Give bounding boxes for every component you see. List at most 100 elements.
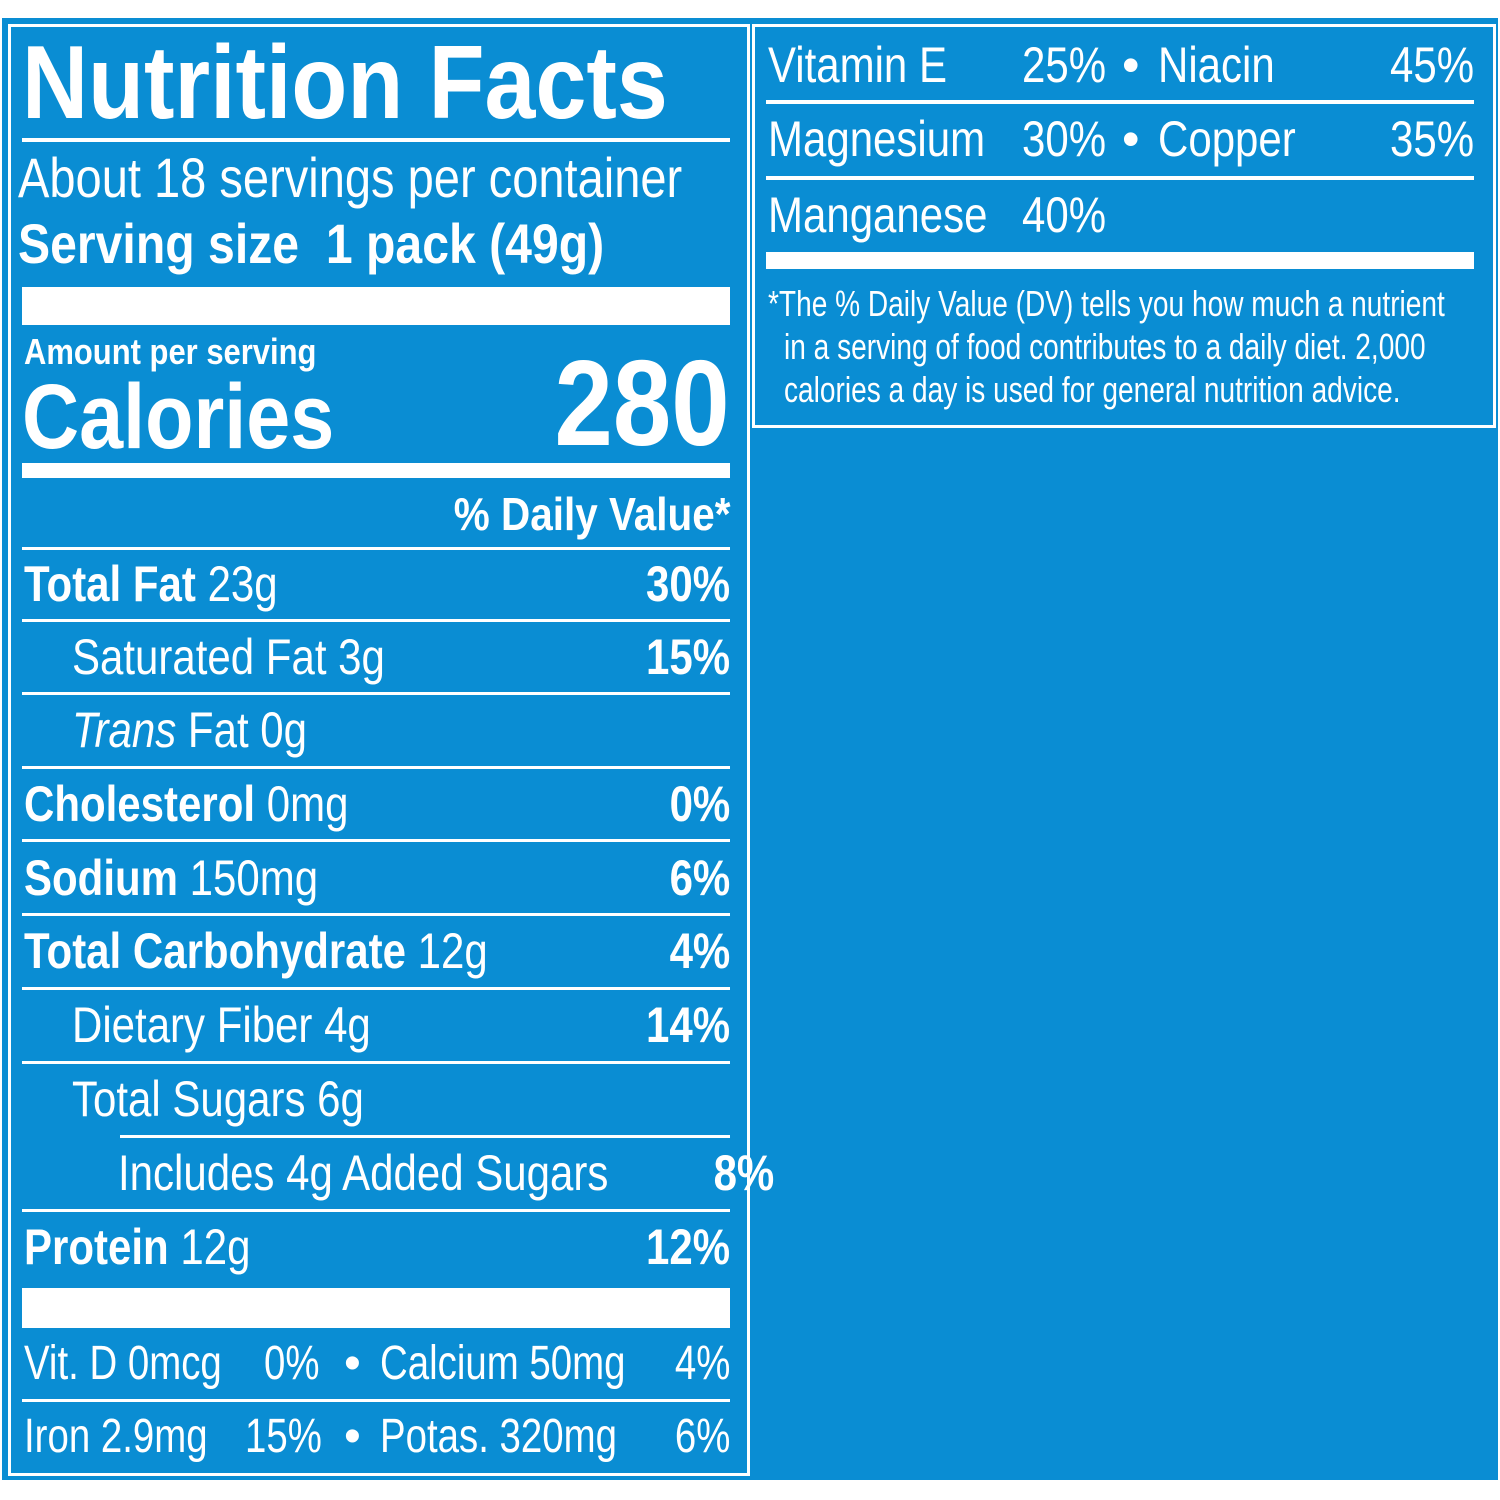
nutrient-row-dietary-fiber: Dietary Fiber 4g 14% bbox=[24, 989, 730, 1061]
micronutrient-name: Iron 2.9mg bbox=[24, 1410, 208, 1463]
divider bbox=[120, 1135, 730, 1138]
divider bbox=[22, 1061, 730, 1064]
nutrient-name: Cholesterol bbox=[24, 776, 256, 832]
footnote-line: calories a day is used for general nutri… bbox=[784, 369, 1401, 410]
micronutrient-dv: 45% bbox=[1389, 37, 1474, 93]
label-title: Nutrition Facts bbox=[22, 30, 756, 136]
calories-value-text: 280 bbox=[554, 335, 730, 471]
serving-size-value: 1 pack (49g) bbox=[325, 212, 605, 275]
micronutrient-row: Magnesium 30% • Copper 35% bbox=[768, 102, 1474, 176]
calories-value: 280 bbox=[526, 335, 730, 471]
nutrient-row-total-carbohydrate: Total Carbohydrate 12g 4% bbox=[24, 915, 730, 987]
nutrient-row-trans-fat: Trans Fat 0g bbox=[24, 694, 730, 766]
divider bbox=[22, 547, 730, 550]
nutrient-name: Protein bbox=[24, 1219, 169, 1275]
serving-size: Serving size 1 pack (49g) bbox=[18, 212, 700, 276]
nutrient-dv: 30% bbox=[645, 556, 730, 612]
divider bbox=[22, 692, 730, 695]
nutrient-name: Dietary Fiber bbox=[72, 997, 313, 1053]
nutrient-row-added-sugars: Includes 4g Added Sugars 8% bbox=[24, 1137, 774, 1209]
micronutrient-row: Manganese 40% bbox=[768, 178, 1474, 252]
nutrient-row-total-sugars: Total Sugars 6g bbox=[24, 1063, 730, 1135]
nutrient-name-italic: Trans bbox=[72, 702, 177, 758]
micronutrient-row: Iron 2.9mg 15% • Potas. 320mg 6% bbox=[24, 1401, 730, 1473]
nutrient-dv: 4% bbox=[669, 923, 730, 979]
amount-per-serving: Amount per serving bbox=[24, 333, 364, 371]
nutrient-name: Total Sugars bbox=[72, 1071, 306, 1127]
nutrient-amount: 4g bbox=[324, 997, 371, 1053]
daily-value-header-text: % Daily Value* bbox=[453, 488, 730, 540]
divider bbox=[22, 839, 730, 842]
nutrient-amount: 23g bbox=[207, 556, 278, 612]
left-panel-border bbox=[8, 24, 750, 1476]
nutrient-row-saturated-fat: Saturated Fat 3g 15% bbox=[24, 621, 730, 693]
nutrient-row-cholesterol: Cholesterol 0mg 0% bbox=[24, 768, 730, 840]
amount-per-serving-text: Amount per serving bbox=[24, 331, 317, 372]
footnote-line: in a serving of food contributes to a da… bbox=[784, 326, 1426, 367]
divider bbox=[22, 766, 730, 769]
micronutrient-dv: 4% bbox=[674, 1337, 731, 1390]
calories-label: Calories bbox=[22, 366, 385, 468]
nutrient-name: Includes 4g Added Sugars bbox=[118, 1145, 609, 1201]
divider bbox=[22, 1399, 730, 1402]
nutrient-amount: 12g bbox=[417, 923, 488, 979]
nutrient-name: Fat bbox=[187, 702, 249, 758]
divider bbox=[22, 619, 730, 622]
nutrient-dv: 8% bbox=[713, 1145, 775, 1201]
micronutrient-dv: 15% bbox=[245, 1410, 322, 1463]
nutrient-amount: 6g bbox=[317, 1071, 364, 1127]
nutrient-dv: 12% bbox=[645, 1219, 730, 1275]
bullet-separator: • bbox=[344, 1410, 361, 1463]
nutrient-name: Total Carbohydrate bbox=[24, 923, 406, 979]
calories-label-text: Calories bbox=[22, 366, 335, 468]
nutrient-name: Sodium bbox=[24, 850, 178, 906]
footnote-line: *The % Daily Value (DV) tells you how mu… bbox=[768, 283, 1445, 324]
divider bbox=[766, 100, 1474, 104]
micronutrient-name: Copper bbox=[1158, 111, 1296, 167]
thick-divider bbox=[22, 287, 730, 325]
micronutrient-dv: 35% bbox=[1389, 111, 1474, 167]
servings-text: About 18 servings per container bbox=[18, 146, 683, 209]
divider bbox=[22, 913, 730, 916]
footnote: *The % Daily Value (DV) tells you how mu… bbox=[768, 282, 1500, 411]
nutrient-dv: 0% bbox=[669, 776, 730, 832]
micronutrient-name: Vit. D 0mcg bbox=[24, 1337, 222, 1390]
micronutrient-dv: 6% bbox=[674, 1410, 731, 1463]
micronutrient-name: Niacin bbox=[1158, 37, 1275, 93]
micronutrient-dv: 30% bbox=[1022, 111, 1107, 167]
title-text: Nutrition Facts bbox=[22, 25, 668, 141]
micronutrient-name: Potas. 320mg bbox=[380, 1410, 617, 1463]
micronutrient-dv: 25% bbox=[1022, 37, 1107, 93]
divider bbox=[22, 1209, 730, 1212]
thick-divider bbox=[22, 1288, 730, 1328]
divider bbox=[766, 176, 1474, 180]
micronutrient-name: Manganese bbox=[768, 187, 988, 243]
nutrient-dv: 6% bbox=[669, 850, 730, 906]
right-panel-border bbox=[752, 24, 1496, 428]
nutrient-row-protein: Protein 12g 12% bbox=[24, 1211, 730, 1283]
micronutrient-name: Vitamin E bbox=[768, 37, 947, 93]
nutrient-row-total-fat: Total Fat 23g 30% bbox=[24, 548, 730, 620]
nutrient-amount: 0g bbox=[260, 702, 308, 758]
micronutrient-dv: 0% bbox=[264, 1337, 320, 1390]
micronutrient-row: Vitamin E 25% • Niacin 45% bbox=[768, 28, 1474, 102]
nutrient-amount: 12g bbox=[180, 1219, 251, 1275]
serving-size-label: Serving size bbox=[18, 212, 300, 275]
nutrient-dv: 14% bbox=[645, 997, 730, 1053]
micronutrient-dv: 40% bbox=[1022, 187, 1107, 243]
nutrient-amount: 3g bbox=[338, 629, 385, 685]
nutrient-row-sodium: Sodium 150mg 6% bbox=[24, 842, 730, 914]
micronutrient-name: Calcium 50mg bbox=[380, 1337, 626, 1390]
medium-divider bbox=[22, 463, 730, 478]
divider bbox=[22, 138, 730, 142]
nutrient-name: Total Fat bbox=[24, 556, 196, 612]
divider bbox=[22, 987, 730, 990]
thick-divider bbox=[766, 252, 1474, 269]
nutrient-name: Saturated Fat bbox=[72, 629, 327, 685]
servings-per-container: About 18 servings per container bbox=[18, 146, 809, 210]
nutrient-dv: 15% bbox=[645, 629, 730, 685]
nutrient-amount: 0mg bbox=[266, 776, 349, 832]
micronutrient-row: Vit. D 0mcg 0% • Calcium 50mg 4% bbox=[24, 1328, 730, 1400]
micronutrient-name: Magnesium bbox=[768, 111, 986, 167]
bullet-separator: • bbox=[1122, 111, 1140, 167]
